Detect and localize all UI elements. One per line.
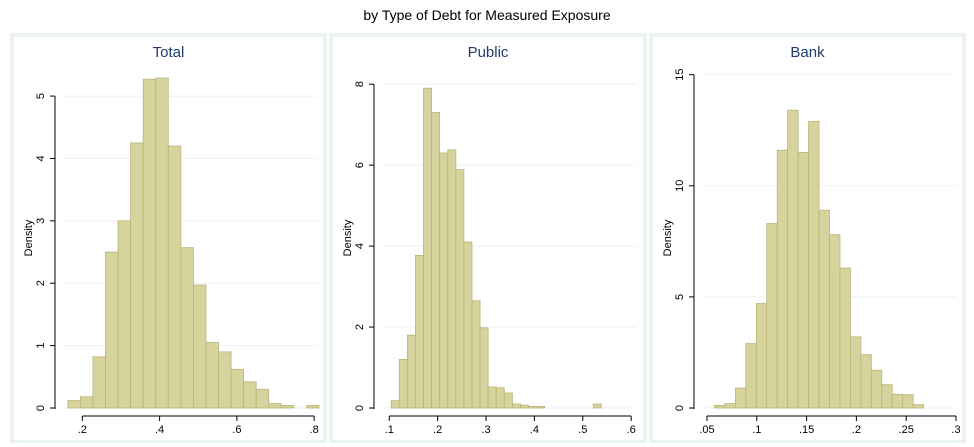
histogram-bar-public-13 — [495, 387, 505, 409]
x-tick-label-public-0: .1 — [385, 424, 394, 436]
y-tick-label-public-3: 6 — [354, 162, 366, 168]
y-tick-label-bank-1: 5 — [674, 294, 686, 300]
histogram-bar-bank-6 — [776, 149, 789, 409]
y-tick-label-public-4: 8 — [354, 81, 366, 87]
histogram-bar-total-7 — [155, 77, 169, 409]
y-tick-label-total-0: 0 — [35, 405, 47, 411]
histogram-bar-bank-12 — [839, 267, 851, 409]
histogram-bar-public-25 — [592, 403, 602, 409]
histogram-bar-public-1 — [398, 359, 408, 409]
y-tick-label-total-3: 3 — [35, 218, 47, 224]
histogram-bar-public-8 — [455, 169, 465, 409]
x-tick-label-bank-4: .25 — [899, 424, 914, 436]
histogram-bar-total-3 — [105, 251, 119, 409]
histogram-bar-total-10 — [192, 284, 207, 409]
x-tick-label-public-1: .2 — [433, 424, 442, 436]
y-tick-label-public-2: 4 — [354, 243, 366, 249]
histogram-bar-public-18 — [536, 405, 546, 409]
histogram-bar-bank-14 — [860, 354, 872, 409]
histogram-bar-public-16 — [520, 404, 529, 409]
histogram-bar-bank-2 — [734, 387, 747, 409]
histogram-bar-total-17 — [280, 405, 295, 409]
y-tick-label-public-1: 2 — [354, 324, 366, 330]
x-tick-label-total-3: .8 — [310, 424, 319, 436]
histogram-bar-public-12 — [487, 386, 497, 409]
panel-title-public: Public — [468, 44, 509, 61]
y-axis-title-total: Density — [23, 219, 35, 256]
y-tick-label-total-4: 4 — [35, 155, 47, 161]
histogram-bar-total-1 — [79, 396, 94, 409]
histogram-bar-public-15 — [511, 403, 521, 409]
y-tick-label-total-5: 5 — [35, 93, 47, 99]
histogram-bar-bank-3 — [745, 343, 757, 409]
x-tick-label-public-4: .5 — [578, 424, 587, 436]
histogram-bar-total-2 — [92, 356, 106, 409]
histogram-bar-total-16 — [268, 403, 282, 409]
y-axis-title-public: Density — [342, 219, 354, 256]
histogram-bar-bank-7 — [787, 109, 799, 409]
histogram-bar-bank-16 — [881, 384, 893, 409]
histogram-bar-public-17 — [528, 405, 538, 409]
histogram-bar-public-0 — [390, 400, 400, 409]
histogram-bar-bank-17 — [891, 393, 904, 409]
figure-title: by Type of Debt for Measured Exposure — [363, 7, 611, 23]
x-tick-label-bank-3: .2 — [852, 424, 861, 436]
panel-title-bank: Bank — [790, 44, 825, 61]
y-tick-label-bank-3: 15 — [674, 69, 686, 81]
histogram-bar-total-9 — [180, 247, 194, 409]
histogram-bar-bank-1 — [724, 403, 736, 409]
histogram-bar-bank-15 — [870, 369, 883, 409]
histogram-bar-total-11 — [205, 342, 219, 409]
y-tick-label-total-2: 2 — [35, 280, 47, 286]
histogram-bar-bank-13 — [850, 336, 862, 409]
histogram-bar-public-5 — [431, 112, 441, 409]
histogram-bar-total-13 — [230, 368, 245, 409]
histogram-bar-total-0 — [67, 400, 81, 409]
histogram-bar-bank-8 — [797, 152, 809, 409]
histogram-bar-total-5 — [130, 142, 144, 409]
histogram-bar-bank-5 — [766, 223, 778, 409]
y-tick-label-bank-0: 0 — [674, 405, 686, 411]
y-tick-label-total-1: 1 — [35, 343, 47, 349]
histogram-bar-total-15 — [255, 388, 270, 409]
histogram-bar-total-4 — [117, 220, 132, 409]
x-tick-label-public-2: .3 — [481, 424, 490, 436]
x-tick-label-bank-2: .15 — [799, 424, 814, 436]
histogram-bar-total-19 — [306, 405, 320, 409]
histogram-bar-bank-11 — [829, 234, 841, 409]
x-tick-label-bank-5: .3 — [951, 424, 960, 436]
histogram-bar-total-12 — [218, 351, 232, 409]
histogram-bar-public-3 — [415, 255, 424, 409]
x-tick-label-total-1: .4 — [155, 424, 164, 436]
histogram-bar-bank-0 — [714, 404, 726, 409]
x-tick-label-total-2: .6 — [232, 424, 241, 436]
y-axis-title-bank: Density — [662, 219, 674, 256]
x-tick-label-total-0: .2 — [78, 424, 87, 436]
histogram-bar-public-4 — [423, 87, 432, 409]
histogram-bar-public-10 — [471, 300, 481, 409]
histogram-bar-bank-4 — [755, 303, 768, 409]
histogram-bar-public-11 — [479, 327, 489, 409]
histogram-bar-public-9 — [463, 241, 473, 409]
histogram-bar-total-14 — [243, 381, 257, 409]
histogram-bar-public-6 — [439, 152, 449, 409]
histogram-bar-total-8 — [167, 145, 182, 409]
histogram-bar-bank-19 — [912, 404, 925, 409]
histogram-bar-public-14 — [503, 392, 513, 409]
x-tick-label-public-3: .4 — [530, 424, 539, 436]
panel-title-total: Total — [153, 44, 185, 61]
histogram-bar-bank-18 — [902, 394, 914, 409]
x-tick-label-public-5: .6 — [627, 424, 636, 436]
histogram-bar-bank-9 — [808, 120, 820, 409]
histogram-bar-public-7 — [447, 149, 457, 409]
histogram-bar-public-2 — [406, 334, 416, 409]
x-tick-label-bank-1: .1 — [752, 424, 761, 436]
y-tick-label-bank-2: 10 — [674, 180, 686, 192]
histogram-bar-bank-10 — [818, 209, 830, 409]
y-tick-label-public-0: 0 — [354, 405, 366, 411]
histogram-bar-total-6 — [142, 78, 157, 409]
x-tick-label-bank-0: .05 — [699, 424, 714, 436]
